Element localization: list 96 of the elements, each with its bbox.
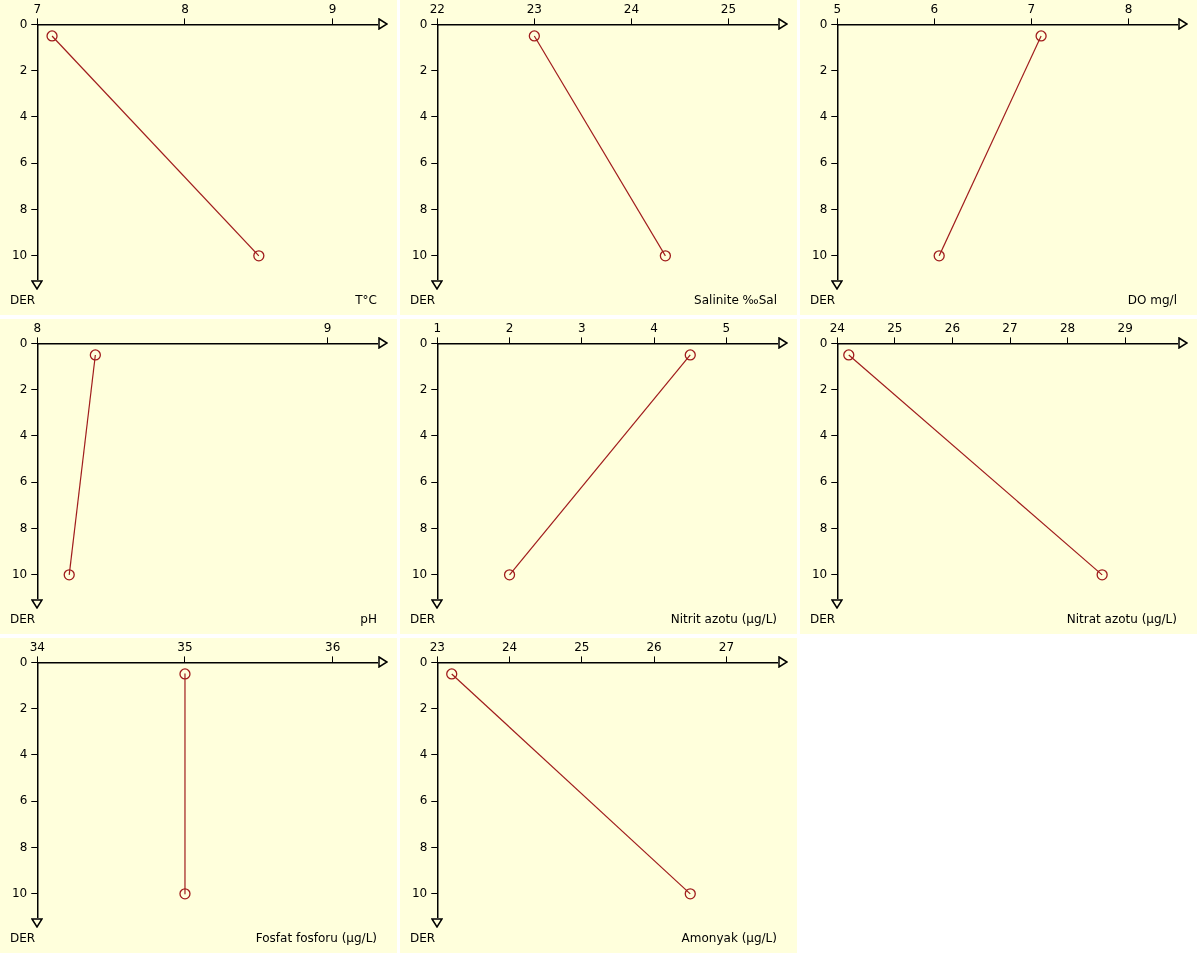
y-axis-title: DER [410,293,436,307]
y-tick-label: 0 [819,335,828,350]
y-tick-label: 2 [419,62,428,77]
x-axis-title: DO mg/l [1127,293,1177,307]
y-tick-label: 0 [819,16,828,31]
y-axis-title: DER [810,612,836,626]
x-axis-title: Amonyak (µg/L) [681,931,777,945]
x-axis-title: Salinite ‰Sal [694,293,777,307]
x-tick-label: 25 [720,2,737,17]
y-tick-label: 4 [419,747,428,762]
y-tick-label: 2 [419,381,428,396]
y-tick-label: 10 [411,885,428,900]
y-axis-title: DER [10,612,36,626]
y-tick-label: 8 [819,520,828,535]
x-tick-label: 8 [1124,2,1133,17]
x-tick-label: 1 [433,321,442,336]
x-tick-label: 23 [526,2,542,17]
y-tick-label: 10 [811,566,828,581]
y-tick-label: 8 [419,839,428,854]
x-tick-label: 25 [887,321,903,336]
y-tick-label: 4 [19,428,28,443]
y-tick-label: 8 [19,520,28,535]
x-tick-label: 7 [33,2,42,17]
y-axis-title: DER [410,612,436,626]
x-tick-label: 22 [429,2,445,17]
x-tick-label: 3 [578,321,586,336]
x-tick-label: 34 [29,640,45,655]
y-tick-label: 4 [819,109,828,124]
y-tick-label: 10 [411,247,428,262]
y-axis-title: DER [810,293,836,307]
x-tick-label: 27 [718,640,735,655]
y-tick-label: 0 [19,654,28,669]
y-tick-label: 2 [419,700,428,715]
x-tick-label: 36 [325,640,341,655]
y-tick-label: 6 [19,155,28,170]
y-tick-label: 10 [811,247,828,262]
y-tick-label: 6 [419,474,428,489]
x-tick-label: 23 [429,640,445,655]
x-tick-label: 27 [1002,321,1018,336]
x-tick-label: 35 [177,640,193,655]
y-tick-label: 10 [11,885,28,900]
x-axis-title: Nitrit azotu (µg/L) [670,612,777,626]
y-tick-label: 8 [419,201,428,216]
y-tick-label: 6 [19,793,28,808]
y-tick-label: 8 [419,520,428,535]
y-axis-title: DER [10,931,36,945]
y-tick-label: 4 [19,109,28,124]
x-tick-label: 25 [574,640,590,655]
y-tick-label: 8 [819,201,828,216]
y-tick-label: 10 [411,566,428,581]
x-tick-label: 28 [1059,321,1076,336]
y-tick-label: 4 [419,109,428,124]
y-axis-title: DER [10,293,36,307]
x-tick-label: 7 [1027,2,1036,17]
y-tick-label: 10 [11,247,28,262]
y-tick-label: 4 [419,428,428,443]
y-tick-label: 6 [419,155,428,170]
x-tick-label: 24 [623,2,640,17]
x-tick-label: 24 [501,640,518,655]
x-tick-label: 2 [505,321,514,336]
y-tick-label: 6 [819,474,828,489]
y-tick-label: 0 [419,16,428,31]
y-tick-label: 0 [419,654,428,669]
y-tick-label: 10 [11,566,28,581]
y-tick-label: 0 [419,335,428,350]
x-tick-label: 8 [181,2,189,17]
x-tick-label: 5 [833,2,842,17]
x-tick-label: 6 [930,2,939,17]
y-tick-label: 6 [19,474,28,489]
x-tick-label: 9 [328,2,337,17]
x-tick-label: 9 [323,321,332,336]
y-tick-label: 2 [19,62,28,77]
x-tick-label: 29 [1117,321,1133,336]
y-tick-label: 2 [819,381,828,396]
x-tick-label: 26 [646,640,662,655]
y-tick-label: 6 [819,155,828,170]
y-tick-label: 4 [819,428,828,443]
y-axis-title: DER [410,931,436,945]
x-tick-label: 24 [829,321,845,336]
x-tick-label: 4 [650,321,658,336]
y-tick-label: 8 [19,839,28,854]
x-axis-title: Nitrat azotu (µg/L) [1066,612,1177,626]
x-tick-label: 8 [33,321,42,336]
y-tick-label: 4 [19,747,28,762]
x-tick-label: 26 [944,321,961,336]
y-tick-label: 2 [819,62,828,77]
y-tick-label: 2 [19,700,28,715]
x-axis-title: pH [360,612,377,626]
y-tick-label: 6 [419,793,428,808]
x-axis-title: T°C [355,293,377,307]
y-tick-label: 8 [19,201,28,216]
y-tick-label: 2 [19,381,28,396]
y-tick-label: 0 [19,335,28,350]
y-tick-label: 0 [19,16,28,31]
x-tick-label: 5 [722,321,731,336]
x-axis-title: Fosfat fosforu (µg/L) [255,931,377,945]
